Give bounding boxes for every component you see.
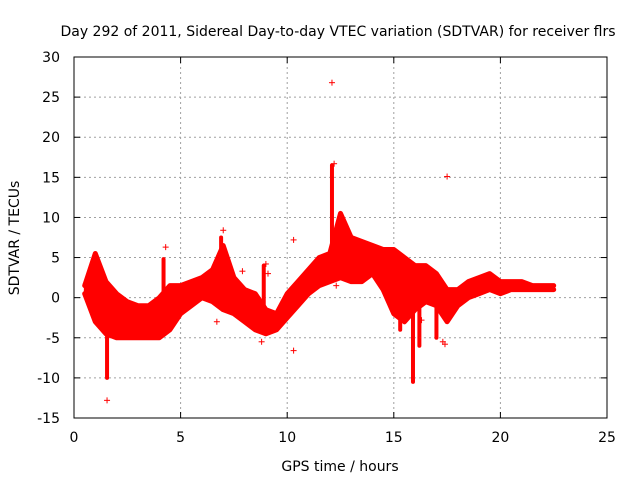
data-point: [104, 397, 111, 404]
chart-title: Day 292 of 2011, Sidereal Day-to-day VTE…: [60, 24, 615, 40]
data-point: [221, 266, 228, 273]
y-tick-label: -15: [37, 411, 60, 427]
data-point: [441, 341, 448, 348]
data-point: [82, 281, 89, 288]
data-point: [290, 236, 297, 243]
data-point: [213, 318, 220, 325]
x-tick-label: 15: [385, 430, 403, 446]
plot-border: [73, 56, 608, 419]
x-axis-label: GPS time / hours: [281, 459, 398, 475]
data-points: [82, 79, 557, 404]
data-point: [258, 338, 265, 345]
data-point: [162, 244, 169, 251]
data-point: [444, 173, 451, 180]
data-point: [418, 317, 425, 324]
plot-frame: [73, 56, 608, 419]
y-tick-label: 15: [42, 170, 60, 186]
data-point: [265, 270, 272, 277]
data-point: [220, 227, 227, 234]
data-point: [83, 288, 90, 295]
x-tick-label: 5: [176, 430, 185, 446]
y-tick-label: 5: [51, 251, 60, 267]
data-point: [333, 282, 340, 289]
data-point: [331, 160, 338, 167]
data-point: [92, 313, 99, 320]
x-tick-label: 10: [278, 430, 296, 446]
y-tick-label: -5: [46, 331, 60, 347]
x-tick-label: 0: [70, 430, 79, 446]
y-tick-label: 25: [42, 90, 60, 106]
y-tick-label: 10: [42, 210, 60, 226]
axis-ticks: 0 5 10 15 20 25 -15 -10 -5 0 5 10 15 20 25 30: [37, 50, 616, 446]
y-tick-label: -10: [37, 371, 60, 387]
data-point: [262, 260, 269, 267]
y-tick-label: 30: [42, 50, 60, 66]
y-axis-label: SDTVAR / TECUs: [7, 181, 23, 296]
data-point: [328, 79, 335, 86]
x-tick-label: 25: [598, 430, 616, 446]
y-tick-label: 20: [42, 130, 60, 146]
x-tick-label: 20: [491, 430, 509, 446]
data-point: [239, 268, 246, 275]
data-band-lower-edge: [82, 271, 557, 341]
y-tick-label: 0: [51, 291, 60, 307]
data-point: [290, 347, 297, 354]
